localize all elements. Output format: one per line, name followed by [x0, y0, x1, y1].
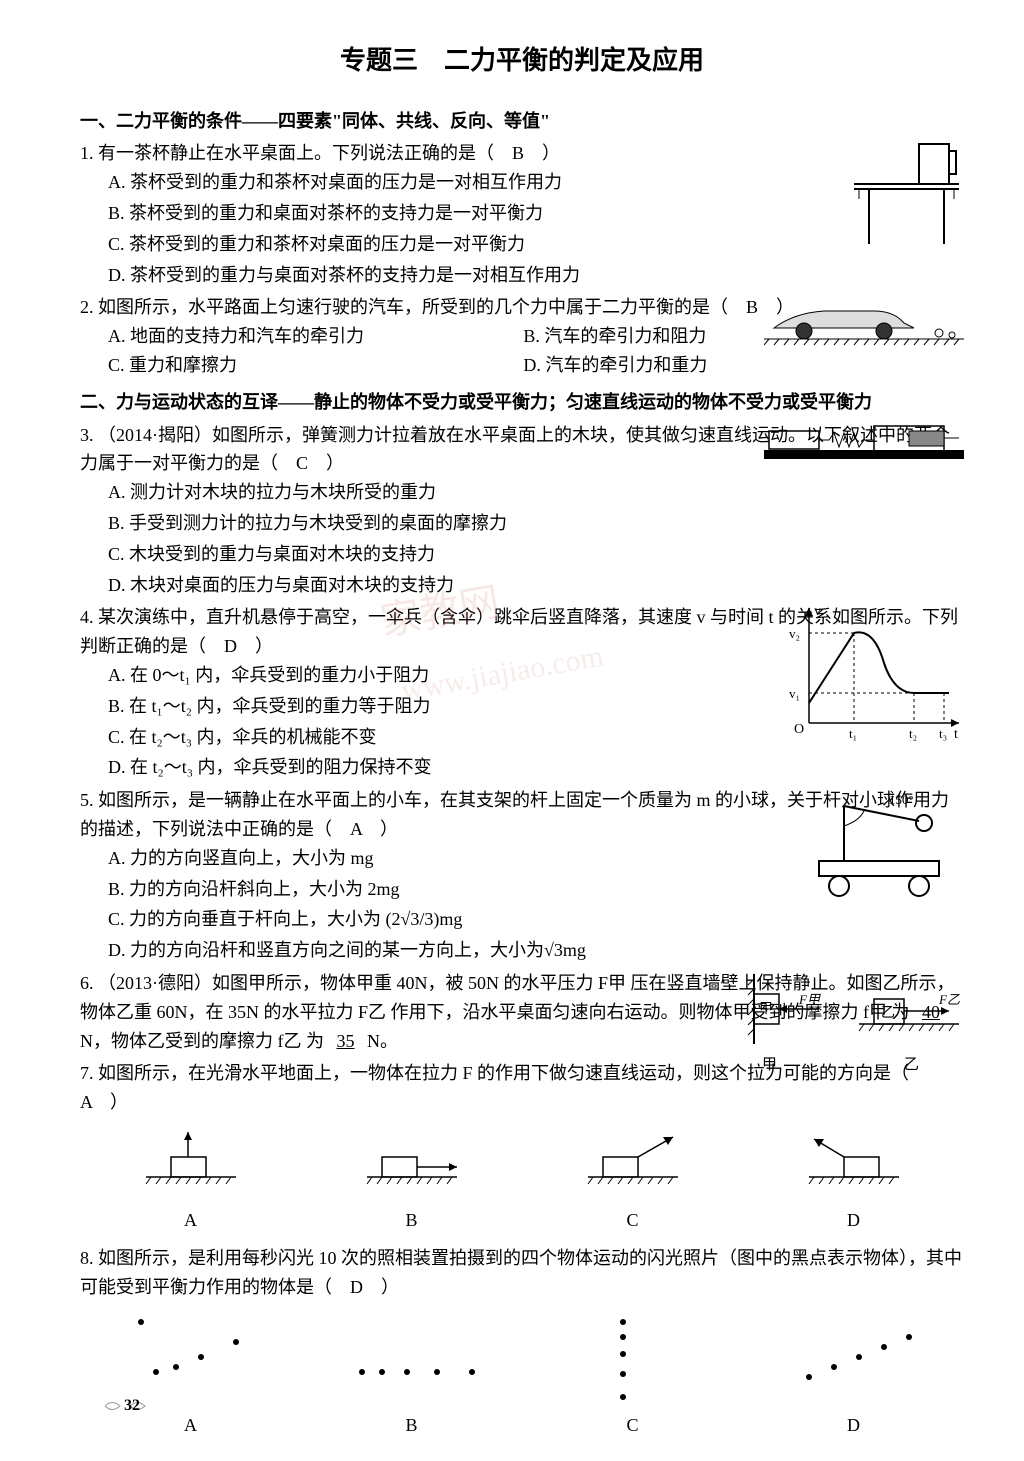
- question-3: 3. （2014·揭阳）如图所示，弹簧测力计拉着放在水平桌面上的木块，使其做匀速…: [80, 421, 964, 600]
- svg-text:t: t: [954, 727, 958, 742]
- figure-q3-spring: [764, 421, 964, 471]
- svg-text:v₂: v₂: [789, 626, 800, 641]
- q1-optC: C. 茶杯受到的重力和茶杯对桌面的压力是一对平衡力: [108, 230, 964, 259]
- figure-q2-car: [764, 293, 964, 353]
- q1-text: 1. 有一茶杯静止在水平桌面上。下列说法正确的是（ B ）: [80, 139, 964, 168]
- q1-optA: A. 茶杯受到的重力和茶杯对桌面的压力是一对相互作用力: [108, 168, 964, 197]
- svg-text:v: v: [814, 604, 821, 619]
- q3-optD: D. 木块对桌面的压力与桌面对木块的支持力: [108, 571, 964, 600]
- question-8: 8. 如图所示，是利用每秒闪光 10 次的照相装置拍摄到的四个物体运动的闪光照片…: [80, 1244, 964, 1439]
- question-4: v t O v₂ v₁ t₁ t₂ t₃ 4. 某次演练中，直升机悬停于高空，一…: [80, 603, 964, 782]
- q3-optC: C. 木块受到的重力与桌面对木块的支持力: [108, 540, 964, 569]
- page-title: 专题三 二力平衡的判定及应用: [80, 40, 964, 82]
- svg-text:F甲: F甲: [798, 992, 821, 1007]
- svg-text:乙: 乙: [881, 1005, 895, 1021]
- q8-labelC: C: [543, 1411, 723, 1440]
- q7-labelA: A: [101, 1206, 281, 1235]
- figure-q1-teacup: [844, 139, 964, 249]
- svg-text:t₂: t₂: [909, 726, 917, 741]
- question-2: 2. 如图所示，水平路面上匀速行驶的汽车，所受到的几个力中属于二力平衡的是（ B…: [80, 293, 964, 379]
- q8-labelB: B: [322, 1411, 502, 1440]
- q3-optA: A. 测力计对木块的拉力与木块所受的重力: [108, 478, 964, 507]
- q7-optC: C: [543, 1127, 723, 1235]
- q8-text: 8. 如图所示，是利用每秒闪光 10 次的照相装置拍摄到的四个物体运动的闪光照片…: [80, 1244, 964, 1302]
- q5-optC: C. 力的方向垂直于杆向上，大小为 (2√3/3)mg: [108, 905, 964, 934]
- q5-optD: D. 力的方向沿杆和竖直方向之间的某一方向上，大小为√3mg: [108, 936, 964, 965]
- q6-text2: N，物体乙受到的摩擦力 f乙 为: [80, 1031, 324, 1051]
- page-number: 32: [100, 1391, 150, 1421]
- svg-text:t₃: t₃: [939, 726, 947, 741]
- q2-optA: A. 地面的支持力和汽车的牵引力: [108, 322, 519, 351]
- q8-optC: C: [543, 1312, 723, 1440]
- section1-header: 一、二力平衡的条件——四要素"同体、共线、反向、等值": [80, 107, 964, 136]
- svg-text:v₁: v₁: [789, 686, 800, 701]
- q7-labelD: D: [764, 1206, 944, 1235]
- q7-optA: A: [101, 1127, 281, 1235]
- q6-text3: N。: [367, 1031, 398, 1051]
- q2-optC: C. 重力和摩擦力: [108, 351, 519, 380]
- question-1: 1. 有一茶杯静止在水平桌面上。下列说法正确的是（ B ） A. 茶杯受到的重力…: [80, 139, 964, 289]
- q7-labelC: C: [543, 1206, 723, 1235]
- svg-text:t₁: t₁: [849, 726, 857, 741]
- q6-ans2: 35: [329, 1031, 363, 1051]
- svg-text:F乙: F乙: [938, 992, 960, 1007]
- q2-optD: D. 汽车的牵引力和重力: [523, 351, 934, 380]
- q7-text: 7. 如图所示，在光滑水平地面上，一物体在拉力 F 的作用下做匀速直线运动，则这…: [80, 1059, 964, 1117]
- q7-labelB: B: [322, 1206, 502, 1235]
- q8-optD: D: [764, 1312, 944, 1440]
- question-6: 甲 F甲 甲 乙 F乙 乙 6. （2013·德阳）如图甲所示，物体甲重: [80, 969, 964, 1055]
- q1-optB: B. 茶杯受到的重力和桌面对茶杯的支持力是一对平衡力: [108, 199, 964, 228]
- figure-q5-cart: 150°: [804, 786, 964, 906]
- q7-optB: B: [322, 1127, 502, 1235]
- q4-optD: D. 在 t₂～t₃ 内，伞兵受到的阻力保持不变: [108, 753, 964, 782]
- figure-q4-graph: v t O v₂ v₁ t₁ t₂ t₃: [784, 603, 964, 743]
- section2-header: 二、力与运动状态的互译——静止的物体不受力或受平衡力；匀速直线运动的物体不受力或…: [80, 388, 964, 417]
- svg-text:甲: 甲: [759, 1002, 773, 1017]
- q1-optD: D. 茶杯受到的重力与桌面对茶杯的支持力是一对相互作用力: [108, 261, 964, 290]
- q8-optB: B: [322, 1312, 502, 1440]
- svg-text:150°: 150°: [889, 792, 914, 807]
- q7-optD: D: [764, 1127, 944, 1235]
- figure-q6-blocks: 甲 F甲 甲 乙 F乙 乙: [744, 969, 964, 1069]
- page-number-text: 32: [124, 1397, 140, 1414]
- svg-text:O: O: [794, 722, 804, 737]
- question-5: 150° 5. 如图所示，是一辆静止在水平面上的小车，在其支架的杆上固定一个质量…: [80, 786, 964, 965]
- q3-optB: B. 手受到测力计的拉力与木块受到的桌面的摩擦力: [108, 509, 964, 538]
- question-7: 7. 如图所示，在光滑水平地面上，一物体在拉力 F 的作用下做匀速直线运动，则这…: [80, 1059, 964, 1234]
- q8-labelD: D: [764, 1411, 944, 1440]
